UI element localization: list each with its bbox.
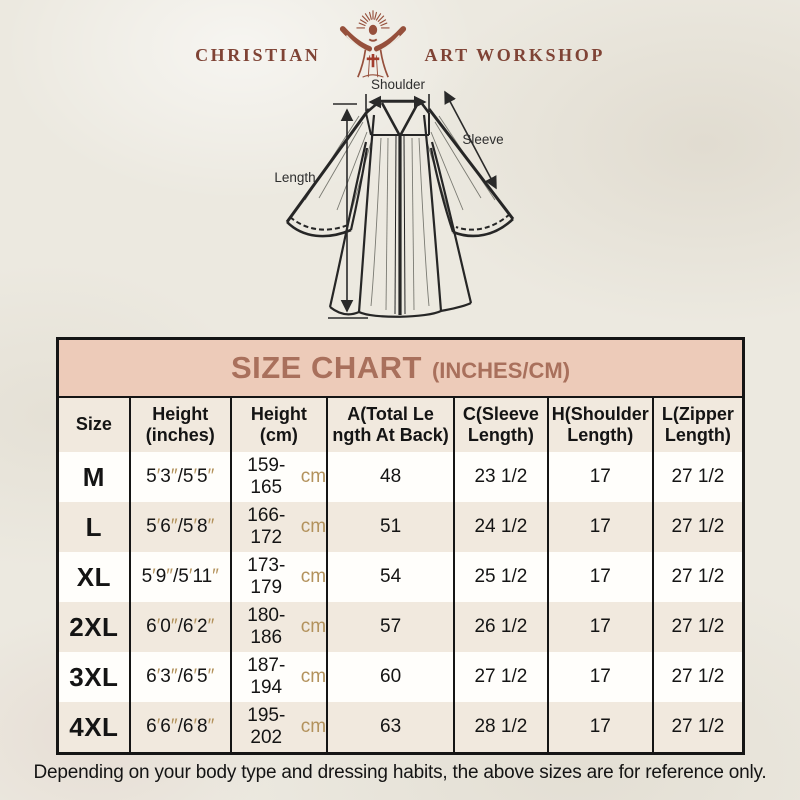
- measurement-arrows: [328, 90, 497, 319]
- size-cell: L: [59, 502, 131, 552]
- sleeve-label: Sleeve: [462, 132, 503, 147]
- column-header: Size: [59, 398, 131, 452]
- size-chart-table: SIZE CHART (INCHES/CM) Size Height (inches…: [56, 337, 745, 755]
- height-inches-cell: 6 ′ 3 ″/6 ′ 5 ″: [131, 652, 232, 702]
- size-row-2XL: 2XL 6 ′ 0 ″/6 ′ 2 ″ 180-186 cm 57 26 1/2 17 27 1/2: [59, 602, 742, 652]
- height-cm-cell: 166-172 cm: [232, 502, 329, 552]
- jesus-open-arms-rays-icon: [339, 10, 406, 78]
- brand-text-left: CHRISTIAN: [195, 44, 321, 65]
- size-table-header-row: Size Height (inches) Height (cm) A(Total Le ng…: [59, 398, 742, 452]
- height-cm-cell: 195-202 cm: [232, 702, 329, 752]
- robe-measurement-diagram: Shoulder Sleeve Length: [274, 78, 515, 319]
- height-cm-cell: 180-186 cm: [232, 602, 329, 652]
- height-cm-cell: 187-194 cm: [232, 652, 329, 702]
- sleeve-length-cell: 25 1/2: [455, 552, 549, 602]
- shoulder-length-cell: 17: [549, 652, 654, 702]
- total-length-cell: 57: [328, 602, 456, 652]
- column-header: L(Zipper Length): [661, 403, 734, 445]
- size-cell: XL: [59, 552, 131, 602]
- size-row-3XL: 3XL 6 ′ 3 ″/6 ′ 5 ″ 187-194 cm 60 27 1/2 17 27 1/2: [59, 652, 742, 702]
- shoulder-length-cell: 17: [549, 602, 654, 652]
- brand-logo: CHRISTIAN ART WORKSHOP: [0, 10, 800, 80]
- height-inches-cell: 5 ′ 9 ″/5 ′ 11 ″: [131, 552, 232, 602]
- sleeve-length-cell: 26 1/2: [455, 602, 549, 652]
- size-row-XL: XL 5 ′ 9 ″/5 ′ 11 ″ 173-179 cm 54 25 1/2 17 27 1/2: [59, 552, 742, 602]
- height-cm-cell: 159-165 cm: [232, 452, 329, 502]
- zipper-length-cell: 27 1/2: [671, 466, 725, 487]
- size-chart-title: SIZE CHART: [230, 350, 422, 385]
- zipper-length-cell: 27 1/2: [671, 616, 725, 637]
- height-inches-cell: 6 ′ 6 ″/6 ′ 8 ″: [131, 702, 232, 752]
- sleeve-length-cell: 23 1/2: [455, 452, 549, 502]
- size-row-M: M 5 ′ 3 ″/5 ′ 5 ″ 159-165 cm 48 23 1/2 17 27 1/2: [59, 452, 742, 502]
- zipper-length-cell: 27 1/2: [671, 716, 725, 737]
- size-table-body: M 5 ′ 3 ″/5 ′ 5 ″ 159-165 cm 48 23 1/2 17 27 1/2 L 5 ′ 6 ″…: [59, 452, 742, 752]
- shoulder-length-cell: 17: [549, 702, 654, 752]
- zipper-length-cell: 27 1/2: [671, 566, 725, 587]
- shoulder-length-cell: 17: [549, 502, 654, 552]
- column-header: A(Total Le ngth At Back): [328, 398, 456, 452]
- height-cm-cell: 173-179 cm: [232, 552, 329, 602]
- size-cell: 4XL: [59, 702, 131, 752]
- total-length-cell: 54: [328, 552, 456, 602]
- column-header: Height (inches): [131, 398, 232, 452]
- reference-note: Depending on your body type and dressing…: [33, 762, 767, 783]
- total-length-cell: 48: [328, 452, 456, 502]
- zipper-length-cell: 27 1/2: [671, 516, 725, 537]
- size-chart-title-band: SIZE CHART (INCHES/CM): [59, 340, 742, 398]
- height-inches-cell: 5 ′ 3 ″/5 ′ 5 ″: [131, 452, 232, 502]
- shoulder-length-cell: 17: [549, 452, 654, 502]
- height-inches-cell: 5 ′ 6 ″/5 ′ 8 ″: [131, 502, 232, 552]
- size-row-4XL: 4XL 6 ′ 6 ″/6 ′ 8 ″ 195-202 cm 63 28 1/2 17 27 1/2: [59, 702, 742, 752]
- brand-text-right: ART WORKSHOP: [424, 44, 605, 65]
- height-inches-cell: 6 ′ 0 ″/6 ′ 2 ″: [131, 602, 232, 652]
- sleeve-length-cell: 24 1/2: [455, 502, 549, 552]
- size-cell: 3XL: [59, 652, 131, 702]
- total-length-cell: 63: [328, 702, 456, 752]
- column-header: C(Sleeve Length): [455, 398, 549, 452]
- size-cell: M: [59, 452, 131, 502]
- shoulder-length-cell: 17: [549, 552, 654, 602]
- sleeve-length-cell: 27 1/2: [455, 652, 549, 702]
- sleeve-length-cell: 28 1/2: [455, 702, 549, 752]
- length-label: Length: [274, 170, 315, 185]
- size-cell: 2XL: [59, 602, 131, 652]
- size-chart-title-units: (INCHES/CM): [431, 358, 571, 383]
- total-length-cell: 51: [328, 502, 456, 552]
- column-header: Height (cm): [232, 398, 329, 452]
- shoulder-label: Shoulder: [371, 78, 426, 92]
- column-header: H(Shoulder Length): [549, 398, 654, 452]
- zipper-length-cell: 27 1/2: [671, 666, 725, 687]
- size-row-L: L 5 ′ 6 ″/5 ′ 8 ″ 166-172 cm 51 24 1/2 17 27 1/2: [59, 502, 742, 552]
- total-length-cell: 60: [328, 652, 456, 702]
